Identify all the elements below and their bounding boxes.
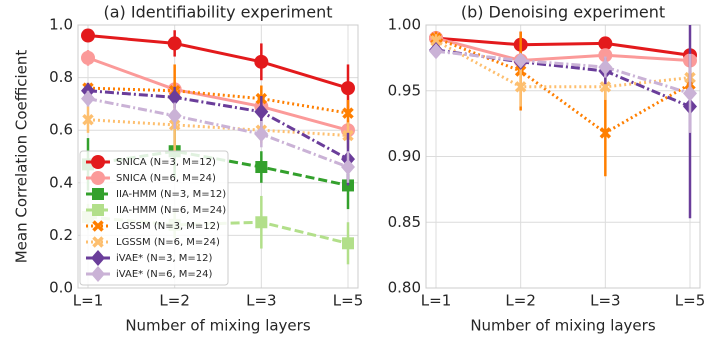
- series-line: [87, 118, 349, 137]
- series-line: [435, 49, 691, 95]
- series: [82, 64, 354, 127]
- x-axis-label: Number of mixing layers: [470, 317, 656, 335]
- series-line: [87, 56, 349, 132]
- marker: [91, 250, 105, 266]
- x-tick-label: L=1: [73, 292, 103, 310]
- marker: [341, 159, 355, 176]
- y-tick-label: 0.4: [49, 173, 73, 191]
- marker: [341, 81, 355, 96]
- series-line: [435, 36, 691, 135]
- x-tick-label: L=5: [675, 292, 705, 310]
- x-tick-label: L=5: [333, 292, 363, 310]
- y-tick-label: 0.8: [49, 68, 73, 86]
- chart-title: (b) Denoising experiment: [461, 3, 665, 22]
- series-line: [435, 36, 691, 63]
- legend-label: iVAE* (N=3, M=12): [116, 253, 213, 264]
- series: [429, 25, 697, 219]
- series: [81, 90, 355, 183]
- marker: [255, 216, 268, 229]
- y-tick-label: 0.80: [388, 279, 421, 297]
- legend-label: IIA-HMM (N=3, M=12): [116, 189, 226, 200]
- marker: [92, 188, 104, 200]
- marker: [81, 90, 95, 107]
- marker: [92, 204, 104, 216]
- marker: [342, 107, 354, 119]
- marker: [91, 171, 105, 185]
- x-tick-label: L=2: [505, 292, 535, 310]
- marker: [167, 89, 182, 106]
- marker: [598, 59, 613, 76]
- marker: [82, 113, 94, 126]
- series-line: [435, 36, 691, 57]
- marker: [598, 36, 613, 51]
- marker: [92, 220, 104, 232]
- axes-frame: [77, 24, 359, 289]
- y-tick-label: 0.85: [388, 213, 421, 231]
- plot-area: [429, 25, 697, 219]
- series: [81, 28, 355, 112]
- x-axis-label: Number of mixing layers: [125, 317, 311, 335]
- marker: [167, 36, 182, 51]
- marker: [254, 54, 269, 69]
- series: [429, 43, 697, 133]
- y-tick-label: 1.00: [388, 16, 421, 34]
- legend-box: [79, 150, 229, 286]
- legend-label: IIA-HMM (N=6, M=24): [116, 205, 226, 216]
- legend-label: iVAE* (N=6, M=24): [116, 269, 213, 280]
- x-tick-label: L=3: [246, 292, 276, 310]
- marker: [91, 155, 105, 169]
- marker: [167, 107, 182, 124]
- marker: [598, 48, 613, 63]
- marker: [599, 81, 612, 93]
- marker: [255, 161, 268, 174]
- y-tick-label: 0.6: [49, 121, 73, 139]
- y-tick-label: 0.0: [49, 279, 73, 297]
- series-line: [87, 97, 349, 169]
- y-axis-label: Mean Correlation Coefficient: [13, 50, 31, 264]
- marker: [254, 126, 269, 143]
- marker: [683, 85, 697, 102]
- marker: [513, 52, 528, 69]
- legend-label: SNICA (N=6, M=24): [116, 173, 216, 184]
- y-tick-label: 0.95: [388, 81, 421, 99]
- legend-label: LGSSM (N=3, M=12): [116, 221, 220, 232]
- marker: [514, 81, 527, 93]
- y-tick-label: 0.2: [49, 226, 73, 244]
- y-tick-label: 0.90: [388, 147, 421, 165]
- series-line: [87, 89, 349, 161]
- marker: [430, 35, 442, 47]
- marker: [254, 103, 269, 120]
- series: [430, 31, 696, 177]
- legend-label: SNICA (N=3, M=12): [116, 157, 216, 168]
- x-tick-label: L=3: [590, 292, 620, 310]
- marker: [81, 28, 95, 43]
- legend-label: LGSSM (N=6, M=24): [116, 237, 220, 248]
- marker: [599, 127, 612, 139]
- series-line: [87, 34, 349, 90]
- x-tick-label: L=1: [421, 292, 451, 310]
- axes-frame: [425, 24, 701, 289]
- y-tick-label: 1.0: [49, 16, 73, 34]
- x-tick-label: L=2: [159, 292, 189, 310]
- legend: SNICA (N=3, M=12) SNICA (N=6, M=24) IIA-HM…: [79, 150, 229, 286]
- chart-title: (a) Identifiability experiment: [103, 3, 332, 22]
- marker: [429, 43, 443, 60]
- marker: [342, 237, 354, 250]
- marker: [81, 50, 95, 65]
- series-line: [87, 86, 349, 115]
- marker: [91, 266, 105, 282]
- marker: [92, 236, 104, 248]
